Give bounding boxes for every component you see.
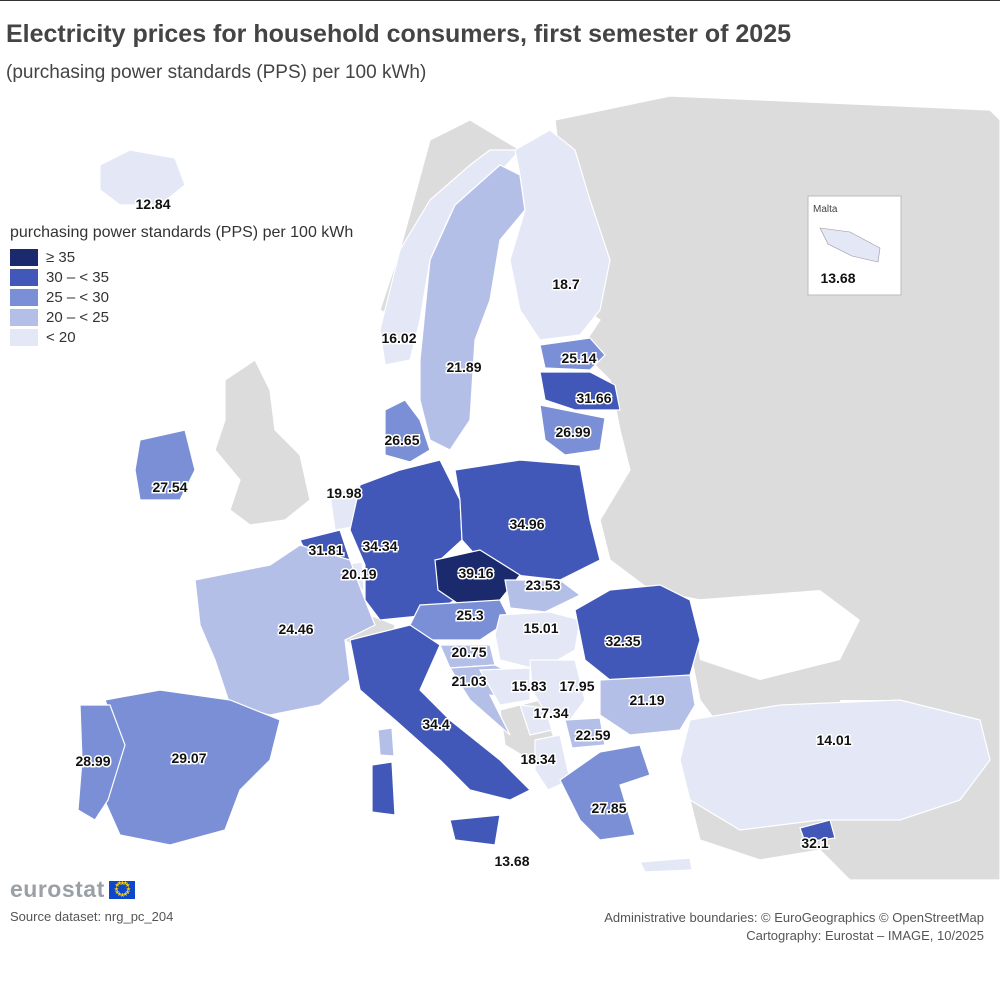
region-value-label: 17.34	[533, 705, 568, 721]
legend-item: < 20	[10, 327, 353, 347]
region-romania	[574, 584, 701, 681]
region-value-label: 39.16	[458, 565, 493, 581]
region-value-label: 20.75	[451, 644, 486, 660]
region-value-label: 28.99	[75, 753, 110, 769]
region-value-label: 16.02	[381, 330, 416, 346]
region-value-label: 21.03	[451, 673, 486, 689]
region-value-label: 26.65	[384, 432, 419, 448]
region-value-label: 15.01	[523, 620, 558, 636]
region-value-label: 31.66	[576, 390, 611, 406]
credits: Administrative boundaries: © EuroGeograp…	[604, 909, 984, 945]
region-bulgaria	[599, 674, 696, 736]
region-value-label: 25.14	[561, 350, 596, 366]
region-estonia	[539, 337, 606, 371]
malta-shape	[819, 227, 881, 263]
region-turkey-hint	[679, 699, 991, 831]
region-corsica	[377, 727, 395, 757]
malta-inset-title: Malta	[813, 204, 838, 215]
region-sardinia	[371, 761, 396, 816]
region-value-label: 24.46	[278, 621, 313, 637]
legend-label: 25 – < 30	[46, 288, 109, 306]
region-sicily	[449, 814, 501, 846]
region-bosnia	[478, 667, 531, 706]
region-portugal	[77, 704, 126, 821]
region-value-label: 21.19	[629, 692, 664, 708]
region-value-label: 27.54	[152, 479, 187, 495]
legend-item: 25 – < 30	[10, 287, 353, 307]
region-value-label: 20.19	[341, 566, 376, 582]
map-title: Electricity prices for household consume…	[6, 20, 792, 48]
region-denmark	[384, 399, 431, 463]
source-note: Source dataset: nrg_pc_204	[10, 909, 174, 924]
region-value-label: 18.34	[520, 751, 555, 767]
legend-item: 30 – < 35	[10, 267, 353, 287]
region-crete	[639, 857, 693, 873]
region-value-label: 22.59	[575, 727, 610, 743]
region-value-label: 17.95	[559, 678, 594, 694]
region-value-label: 13.68	[494, 853, 529, 869]
region-value-label: 13.68	[820, 270, 855, 286]
region-greece	[559, 744, 651, 841]
legend-item: ≥ 35	[10, 247, 353, 267]
black-sea	[690, 590, 860, 680]
eurostat-wordmark: eurostat	[10, 876, 105, 902]
legend-swatch	[10, 328, 38, 346]
region-albania	[534, 734, 571, 791]
legend-title: purchasing power standards (PPS) per 100…	[10, 224, 354, 241]
region-value-label: 32.1	[801, 835, 828, 851]
region-finland	[509, 129, 611, 341]
region-value-label: 14.01	[816, 732, 851, 748]
legend-label: ≥ 35	[46, 248, 76, 266]
region-iceland	[99, 149, 186, 206]
region-slovakia	[504, 579, 582, 613]
region-value-label: 26.99	[555, 424, 590, 440]
region-france	[194, 544, 376, 716]
region-value-label: 34.34	[362, 538, 397, 554]
credits-boundaries: Administrative boundaries: © EuroGeograp…	[604, 910, 984, 925]
eurostat-logo: eurostat ★ ★ ★ ★ ★ ★ ★ ★ ★ ★ ★ ★	[10, 876, 135, 903]
region-value-label: 23.53	[525, 577, 560, 593]
region-cyprus	[799, 819, 836, 843]
region-ireland	[134, 429, 196, 501]
region-north-macedonia	[564, 717, 606, 749]
region-value-label: 25.3	[456, 607, 483, 623]
region-value-label: 18.7	[552, 276, 579, 292]
legend-label: 30 – < 35	[46, 268, 109, 286]
region-value-label: 31.81	[308, 542, 343, 558]
region-value-label: 32.35	[605, 633, 640, 649]
region-italy	[349, 624, 532, 801]
legend-swatch	[10, 268, 38, 286]
region-value-label: 21.89	[446, 359, 481, 375]
region-sweden	[419, 164, 526, 451]
region-value-label: 34.4	[422, 716, 449, 732]
legend-swatch	[10, 288, 38, 306]
legend-swatch	[10, 308, 38, 326]
legend-label: 20 – < 25	[46, 308, 109, 326]
region-lithuania	[539, 404, 606, 456]
legend: purchasing power standards (PPS) per 100…	[10, 224, 353, 347]
great-britain	[214, 359, 311, 526]
region-montenegro	[519, 704, 553, 736]
europe-map: Malta 12.84 16.02 21.89 18.7 25.14 31.66 26.99…	[0, 90, 1000, 880]
region-value-label: 15.83	[511, 678, 546, 694]
region-value-label: 19.98	[326, 485, 361, 501]
region-value-label: 27.85	[591, 800, 626, 816]
region-latvia	[539, 371, 621, 411]
credits-cartography: Cartography: Eurostat – IMAGE, 10/2025	[746, 928, 984, 943]
map-subtitle: (purchasing power standards (PPS) per 10…	[6, 62, 427, 83]
region-value-label: 12.84	[135, 196, 170, 212]
region-value-label: 34.96	[509, 516, 544, 532]
region-value-label: 29.07	[171, 750, 206, 766]
legend-label: < 20	[46, 328, 76, 346]
legend-swatch	[10, 248, 38, 266]
legend-item: 20 – < 25	[10, 307, 353, 327]
eu-flag-icon: ★ ★ ★ ★ ★ ★ ★ ★ ★ ★ ★ ★	[108, 880, 135, 899]
top-rule	[0, 0, 1000, 1]
